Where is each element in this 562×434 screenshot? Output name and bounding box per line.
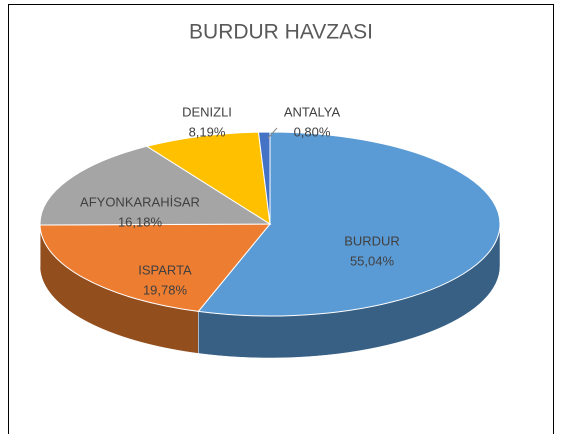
slice xyxy=(39,145,272,226)
slice xyxy=(39,223,272,312)
chart-title: BURDUR HAVZASI xyxy=(189,21,373,44)
slice-value-label: 16,18% xyxy=(118,214,163,229)
slice xyxy=(145,131,271,225)
slice xyxy=(197,131,501,317)
slice-label: ANTALYA xyxy=(284,104,341,119)
slice-value-label: 0,80% xyxy=(294,124,331,139)
slice-value-label: 19,78% xyxy=(143,282,188,297)
slice-label: DENIZLI xyxy=(182,104,232,119)
slice-value-label: 8,19% xyxy=(189,124,226,139)
slice-label: AFYONKARAHİSAR xyxy=(80,194,200,209)
slice-label: BURDUR xyxy=(344,233,400,248)
slice-value-label: 55,04% xyxy=(350,253,395,268)
slice-label: ISPARTA xyxy=(138,262,192,277)
leader-line xyxy=(267,127,278,139)
slice xyxy=(257,131,271,225)
